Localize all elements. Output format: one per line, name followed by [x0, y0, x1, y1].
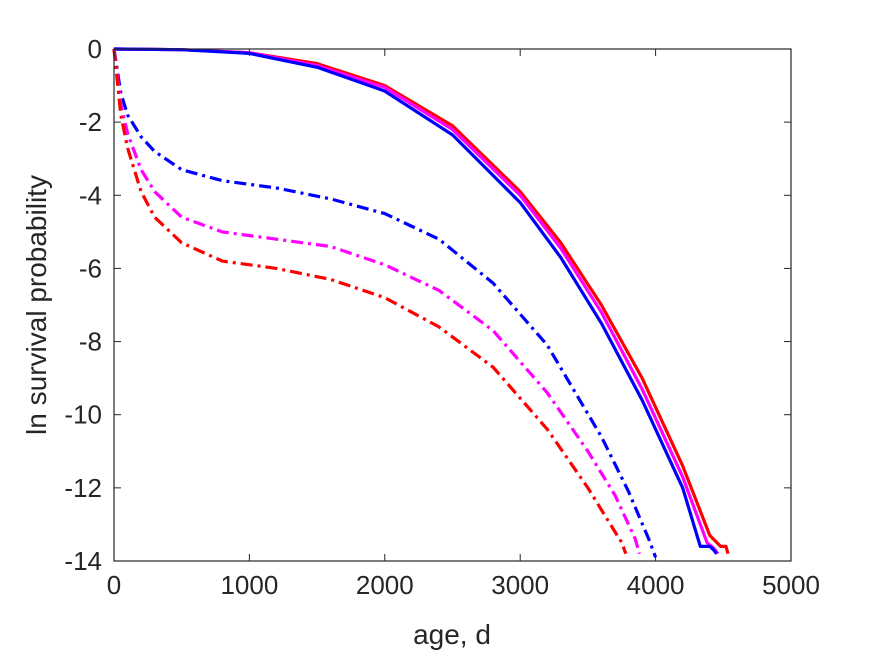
y-axis-label: ln survival probability [21, 175, 52, 435]
series-line-3 [112, 48, 658, 558]
y-tick-label: -4 [79, 180, 102, 210]
x-tick-label: 2000 [356, 570, 414, 600]
x-tick-label: 0 [107, 570, 121, 600]
series-line-2 [113, 47, 718, 555]
y-tick-label: -12 [64, 473, 102, 503]
y-tick-label: -10 [64, 400, 102, 430]
series-layer [112, 47, 730, 558]
y-tick-label: -14 [64, 546, 102, 576]
y-tick-label: 0 [88, 34, 102, 64]
y-tick-label: -6 [79, 253, 102, 283]
x-axis-label: age, d [413, 619, 491, 650]
series-line-5 [112, 48, 628, 555]
x-tick-label: 5000 [762, 570, 820, 600]
x-tick-label: 4000 [627, 570, 685, 600]
y-tick-label: -2 [79, 107, 102, 137]
x-tick-label: 1000 [220, 570, 278, 600]
x-tick-label: 3000 [491, 570, 549, 600]
tick-layer: 0 1000 2000 3000 4000 5000 0 -2 -4 -6 -8 -10 -12 -14 [64, 34, 820, 600]
y-tick-label: -8 [79, 327, 102, 357]
axes-box [113, 48, 792, 562]
series-line-4 [112, 48, 641, 555]
